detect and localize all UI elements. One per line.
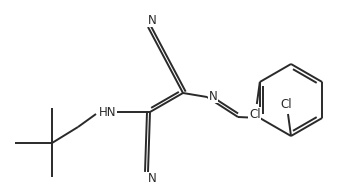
Text: Cl: Cl	[280, 98, 292, 111]
Text: HN: HN	[99, 105, 117, 119]
Text: N: N	[148, 13, 156, 26]
Text: N: N	[148, 173, 156, 185]
Text: Cl: Cl	[249, 108, 261, 121]
Text: N: N	[209, 90, 217, 102]
